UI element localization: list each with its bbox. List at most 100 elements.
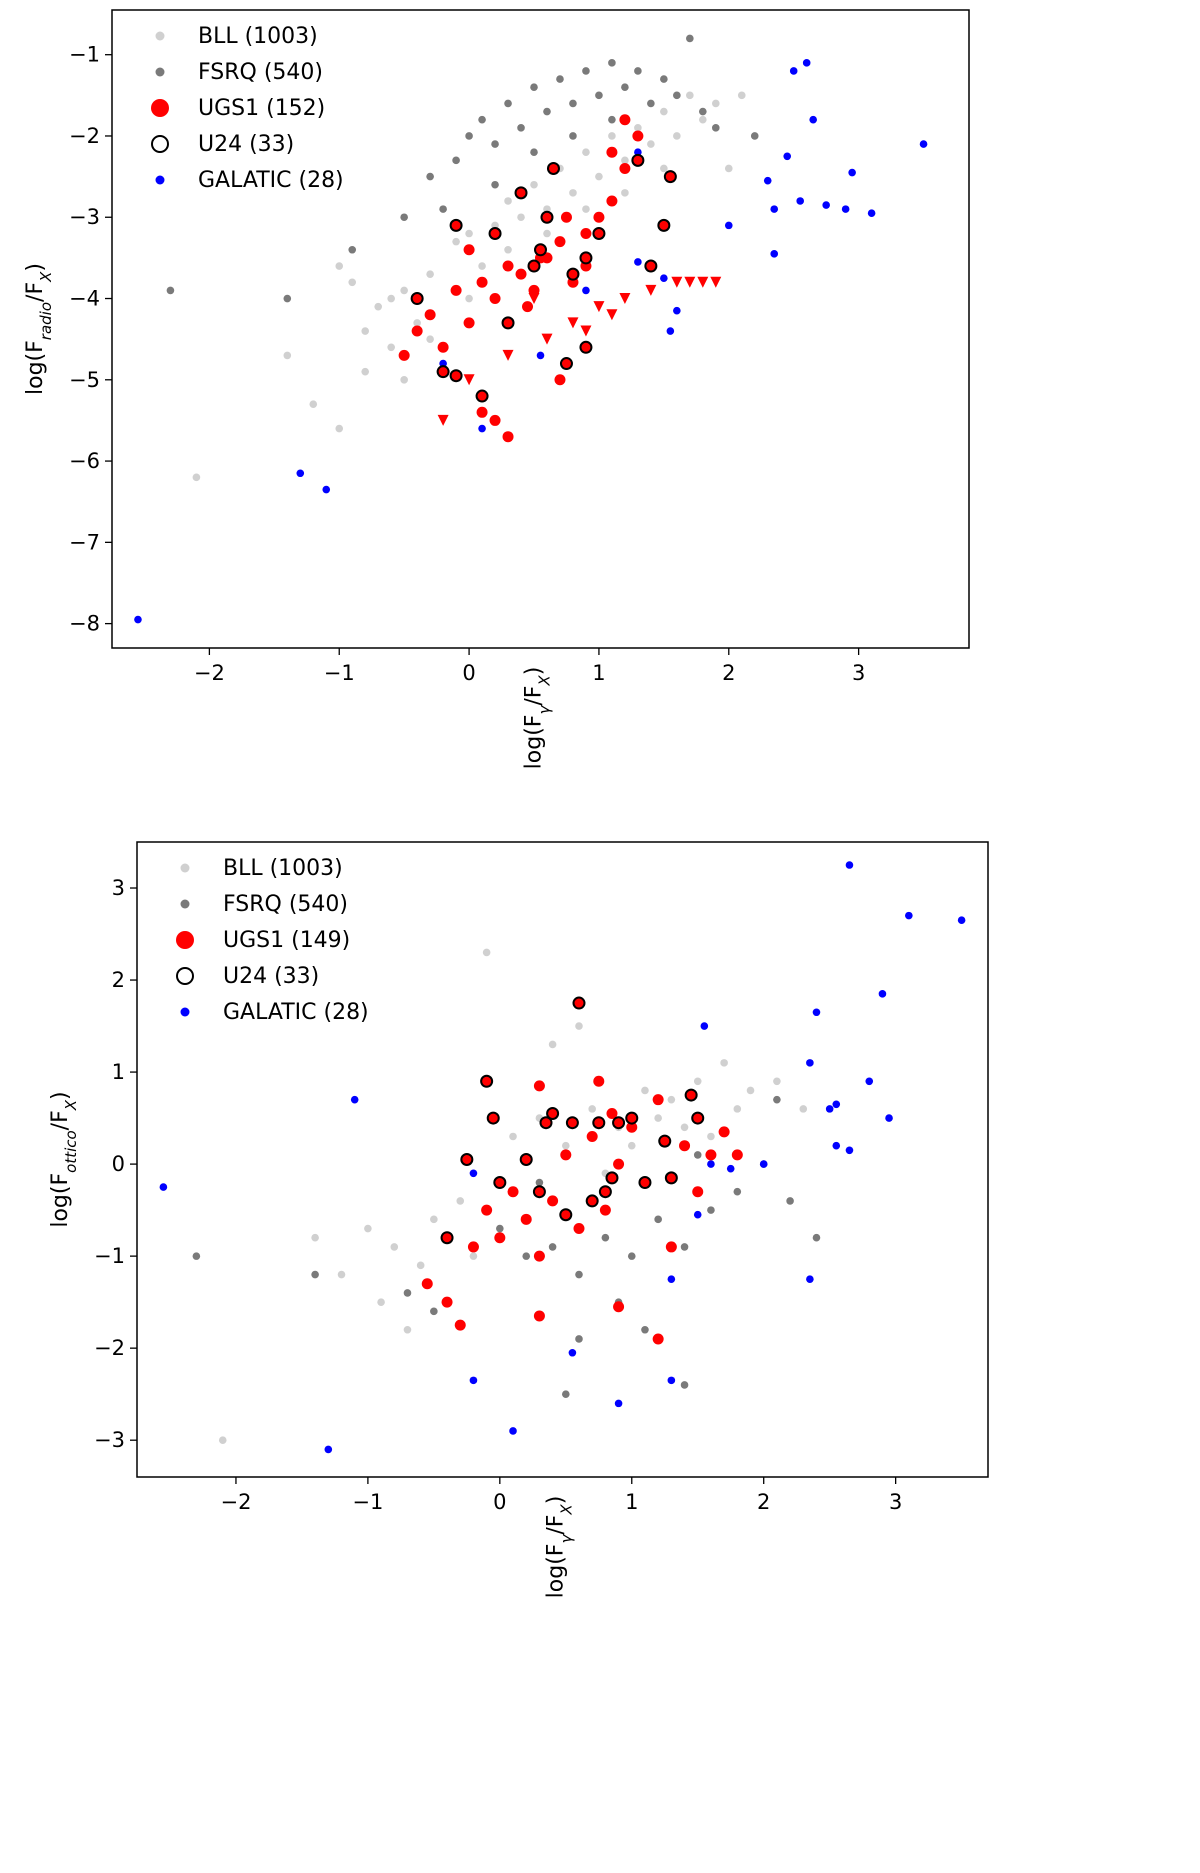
x-tick-label: −1 [324,661,355,685]
point-fsrq-540 [491,140,499,148]
point-ugs1-149 [679,1140,691,1152]
point-ugs1-149 [481,1204,493,1216]
point-galatic-28 [724,221,733,230]
point-fsrq-540 [621,83,629,92]
point-ugs1-upper-limits [645,284,657,296]
legend: BLL (1003) FSRQ (540) UGS1 (149) U24 (33) GA… [176,856,369,1025]
point-ugs1-152 [424,309,436,321]
legend-label: UGS1 (149) [223,928,350,953]
point-ugs1-149 [547,1195,559,1207]
data-points [159,861,966,1454]
point-ugs1-152 [398,349,410,361]
point-galatic-28 [726,1164,735,1173]
point-bll-1003 [456,1197,465,1205]
point-galatic-28 [865,1077,874,1086]
point-u24-33 [592,1116,606,1130]
point-ugs1-149 [652,1094,664,1106]
legend-item: FSRQ (540) [180,892,348,917]
x-tick-label: −1 [352,1490,383,1514]
point-fsrq-540 [569,99,577,108]
point-fsrq-540 [575,1335,583,1343]
point-bll-1003 [218,1436,227,1444]
point-ugs1-upper-limits [502,349,514,361]
point-ugs1-upper-limits [541,333,553,345]
plot-frame [111,9,970,649]
chart-panel-1: −2 −1 0 1 2 3 −8 −7 −6 −5 −4 −3 −2 −1 log(Fγ/FX) log(Fr… [23,9,970,769]
point-bll-1003 [667,1095,676,1104]
legend-marker [151,99,169,117]
point-galatic-28 [469,1169,478,1178]
point-ugs1-152 [554,236,566,248]
point-ugs1-upper-limits [580,325,592,337]
point-galatic-28 [783,152,792,161]
y-tick-label: −3 [94,1428,125,1452]
point-galatic-28 [759,1160,768,1168]
point-u24-33 [579,340,593,354]
point-u24-33 [631,153,645,167]
point-galatic-28 [134,615,142,624]
point-ugs1-149 [421,1278,433,1290]
point-bll-1003 [720,1059,728,1067]
y-tick-label: −4 [69,287,100,311]
point-u24-33 [449,369,463,383]
point-u24-33 [501,316,515,330]
point-bll-1003 [707,1132,715,1141]
point-ugs1-upper-limits [619,293,631,305]
y-tick-label: −1 [69,43,100,67]
point-bll-1003 [337,1270,346,1279]
point-ugs1-149 [560,1149,572,1161]
point-ugs1-152 [560,211,572,223]
point-galatic-28 [848,168,856,177]
point-bll-1003 [686,91,694,100]
point-fsrq-540 [711,124,720,132]
point-ugs1-149 [692,1186,704,1198]
point-fsrq-540 [530,83,538,92]
point-ugs1-upper-limits [437,414,449,426]
point-galatic-28 [905,911,913,920]
point-ugs1-149 [467,1241,479,1253]
point-galatic-28 [832,1100,841,1109]
point-bll-1003 [478,262,486,270]
point-ugs1-152 [463,244,475,256]
point-galatic-28 [634,148,642,157]
point-ugs1-149 [606,1107,618,1119]
point-ugs1-149 [626,1121,638,1133]
point-bll-1003 [400,375,408,384]
point-fsrq-540 [673,91,681,100]
y-tick-label: −8 [69,612,100,636]
point-fsrq-540 [535,1178,544,1187]
point-fsrq-540 [569,132,577,140]
plot-frame [136,841,989,1478]
point-bll-1003 [641,1086,649,1095]
point-bll-1003 [660,164,668,173]
point-bll-1003 [575,1022,583,1030]
point-ugs1-152 [489,293,501,305]
point-ugs1-152 [606,195,618,207]
point-ugs1-upper-limits [528,293,540,305]
point-bll-1003 [608,132,616,140]
legend-item: GALATIC (28) [155,168,344,193]
point-u24-33 [658,1134,672,1148]
point-galatic-28 [841,205,850,213]
legend-marker [155,31,165,41]
point-galatic-28 [322,485,331,494]
y-tick-label: 3 [112,876,125,900]
point-bll-1003 [390,1243,399,1251]
point-ugs1-149 [718,1126,730,1138]
point-galatic-28 [634,258,642,266]
point-bll-1003 [621,156,629,165]
point-bll-1003 [335,424,344,433]
point-fsrq-540 [608,115,616,124]
point-fsrq-540 [686,34,694,43]
point-fsrq-540 [452,156,460,165]
point-fsrq-540 [348,245,357,254]
point-ugs1-149 [731,1149,743,1161]
point-ugs1-152 [463,317,475,329]
point-u24-33 [598,1185,612,1199]
point-galatic-28 [885,1114,893,1122]
point-galatic-28 [324,1445,333,1454]
point-galatic-28 [770,250,779,258]
point-bll-1003 [699,115,707,124]
point-bll-1003 [416,1261,425,1270]
